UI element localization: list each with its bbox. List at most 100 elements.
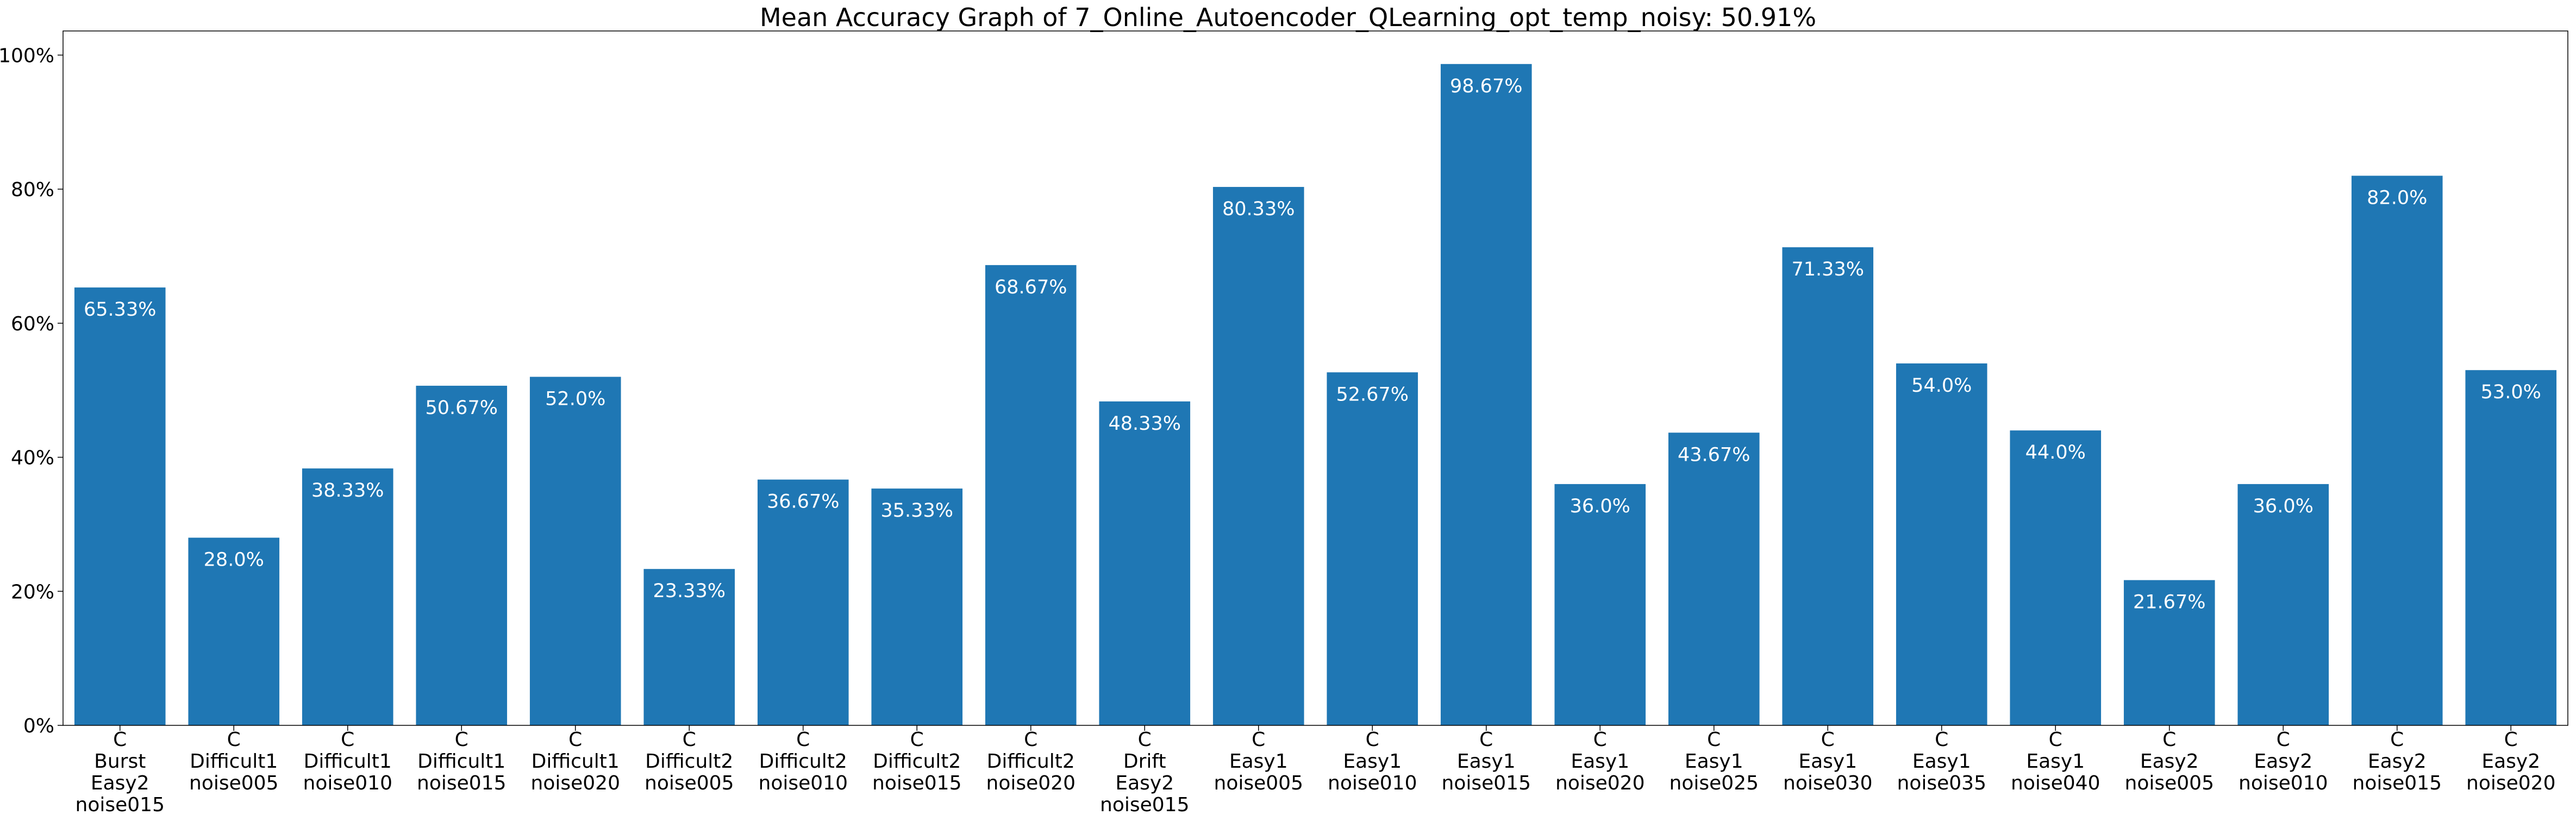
x-tick-label-line: Easy1 xyxy=(1571,750,1629,773)
plot-frame xyxy=(62,30,2568,726)
x-tick-label-line: Easy2 xyxy=(2481,750,2540,773)
x-tick-label: C Burst Easy2 noise015 xyxy=(76,729,165,815)
x-tick-label-line: noise025 xyxy=(1670,772,1759,794)
x-tick-label: C Easy1 noise020 xyxy=(1555,729,1645,794)
bar xyxy=(643,569,735,725)
x-tick-label: C Easy1 noise015 xyxy=(1442,729,1531,794)
bar xyxy=(1782,247,1874,726)
bar xyxy=(871,488,963,725)
x-tick-label-line: Difficult2 xyxy=(645,750,733,773)
x-tick-label-line: noise005 xyxy=(1214,772,1303,794)
x-tick-label-line: Easy1 xyxy=(1798,750,1857,773)
x-tick-label: C Easy2 noise015 xyxy=(2353,729,2442,794)
bar-data-label: 36.0% xyxy=(1570,496,1630,517)
bar xyxy=(2237,484,2329,725)
x-tick-label-line: noise015 xyxy=(417,772,506,794)
x-tick-label-line: noise010 xyxy=(1328,772,1417,794)
bar xyxy=(529,377,621,725)
x-tick-label-line: Difficult1 xyxy=(417,750,505,773)
bar xyxy=(416,385,508,725)
x-tick-label-line: C xyxy=(1821,729,1835,751)
bar-data-label: 68.67% xyxy=(995,277,1067,298)
x-tick-label: C Drift Easy2 noise015 xyxy=(1100,729,1189,815)
x-tick-label-line: C xyxy=(341,729,354,751)
x-tick-label-line: noise005 xyxy=(189,772,278,794)
x-tick-label-line: C xyxy=(2162,729,2176,751)
x-tick-label: C Difficult2 noise005 xyxy=(645,729,734,794)
bar xyxy=(1896,363,1987,725)
y-tick-label: 60% xyxy=(11,313,54,335)
x-tick-label-line: Difficult1 xyxy=(532,750,620,773)
x-tick-label: C Difficult2 noise015 xyxy=(872,729,961,794)
x-tick-label-line: C xyxy=(1593,729,1607,751)
x-tick-label-line: noise005 xyxy=(2125,772,2214,794)
x-tick-label-line: C xyxy=(1252,729,1265,751)
x-tick-label-line: noise020 xyxy=(1555,772,1645,794)
x-tick-label: C Difficult1 noise005 xyxy=(189,729,278,794)
x-tick-label-line: Difficult1 xyxy=(304,750,392,773)
bar-data-label: 36.0% xyxy=(2253,496,2314,517)
x-tick-label-line: C xyxy=(1024,729,1037,751)
x-tick-label-line: C xyxy=(1935,729,1948,751)
bar-data-label: 54.0% xyxy=(1911,375,1972,397)
x-tick-label-line: Difficult2 xyxy=(759,750,847,773)
bar-data-label: 98.67% xyxy=(1450,76,1522,97)
bar xyxy=(1212,187,1304,726)
bar xyxy=(1327,372,1418,725)
x-tick-label-line: C xyxy=(113,729,127,751)
bar-data-label: 36.67% xyxy=(767,491,839,513)
x-tick-label: C Difficult1 noise015 xyxy=(417,729,506,794)
x-tick-label: C Difficult2 noise010 xyxy=(759,729,848,794)
x-tick-label-line: C xyxy=(796,729,810,751)
x-tick-label: C Easy1 noise010 xyxy=(1328,729,1417,794)
x-tick-label-line: noise005 xyxy=(645,772,734,794)
bar xyxy=(188,537,280,725)
y-tick-label: 0% xyxy=(23,715,54,737)
x-tick-label-line: C xyxy=(2049,729,2062,751)
x-tick-label-line: Drift xyxy=(1123,750,1166,773)
x-tick-label-line: C xyxy=(1707,729,1721,751)
x-tick-label-line: C xyxy=(1138,729,1152,751)
x-tick-label-line: noise015 xyxy=(1442,772,1531,794)
bar-data-label: 52.67% xyxy=(1336,384,1409,405)
bar xyxy=(74,287,166,725)
x-tick-label-line: Easy2 xyxy=(2254,750,2312,773)
x-tick-label-line: C xyxy=(910,729,924,751)
y-tick-label: 80% xyxy=(11,179,54,201)
x-tick-label-line: noise010 xyxy=(759,772,848,794)
x-tick-label-line: Easy2 xyxy=(2140,750,2199,773)
x-tick-label-line: noise015 xyxy=(1100,794,1189,815)
x-tick-label-line: C xyxy=(1479,729,1493,751)
chart-title: Mean Accuracy Graph of 7_Online_Autoenco… xyxy=(760,3,1816,32)
x-tick-label-line: Easy2 xyxy=(2368,750,2427,773)
bar-data-label: 38.33% xyxy=(311,480,384,501)
bar-data-label: 50.67% xyxy=(426,397,498,419)
x-tick-label-line: Easy1 xyxy=(1685,750,1743,773)
bar-data-label: 52.0% xyxy=(545,388,605,410)
x-tick-label-line: noise010 xyxy=(303,772,392,794)
x-tick-label-line: C xyxy=(2390,729,2404,751)
y-tick-label: 100% xyxy=(0,45,54,67)
bar-data-label: 43.67% xyxy=(1678,444,1750,466)
x-tick-label-line: noise015 xyxy=(2353,772,2442,794)
x-tick-label-line: Difficult2 xyxy=(873,750,961,773)
bar-data-label: 35.33% xyxy=(881,500,953,522)
x-tick-label-line: Easy1 xyxy=(1912,750,1971,773)
x-tick-label-line: Easy1 xyxy=(2026,750,2085,773)
x-tick-label: C Easy1 noise025 xyxy=(1670,729,1759,794)
bar-data-label: 23.33% xyxy=(653,580,726,602)
bar xyxy=(302,468,393,725)
x-tick-label-line: Easy2 xyxy=(1115,772,1174,794)
bar xyxy=(757,479,849,725)
bar xyxy=(2010,430,2102,725)
bars-group xyxy=(74,64,2557,726)
y-axis: 0% 20% 40% 60% 80% 100% xyxy=(0,45,63,737)
bar-data-label: 53.0% xyxy=(2481,381,2541,403)
bar xyxy=(2465,370,2557,725)
x-tick-label: C Difficult2 noise020 xyxy=(986,729,1076,794)
x-tick-label: C Easy2 noise010 xyxy=(2239,729,2328,794)
x-tick-label-line: noise015 xyxy=(872,772,961,794)
data-labels-group: 65.33% 28.0% 38.33% 50.67% 52.0% 23.33% 36.67%… xyxy=(84,76,2541,613)
